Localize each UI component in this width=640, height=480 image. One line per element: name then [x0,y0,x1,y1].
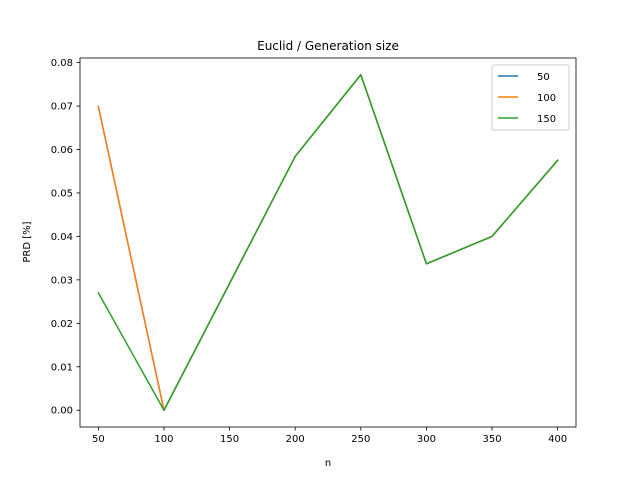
y-axis-label: PRD [%] [22,221,33,262]
legend-entries: 50 100 150 [498,72,556,125]
legend: 50 100 150 [491,64,570,131]
plot-frame [79,57,577,428]
x-tick-label: 350 [482,434,501,445]
x-tick-label: 100 [154,434,173,445]
legend-label-100: 100 [537,93,556,104]
x-tick-label: 150 [220,434,239,445]
legend-box [491,64,570,131]
y-tick-label: 0.02 [51,319,73,330]
x-axis-ticks: 50 100 150 200 250 300 350 400 [92,427,567,445]
y-tick-label: 0.03 [51,275,73,286]
y-tick-label: 0.05 [51,188,73,199]
y-tick-label: 0.06 [51,145,73,156]
x-tick-label: 250 [351,434,370,445]
y-tick-label: 0.08 [51,58,73,69]
x-axis-label: n [325,458,331,469]
y-tick-label: 0.01 [51,362,73,373]
legend-label-150: 150 [537,114,556,125]
series-line-150 [97,74,559,411]
x-tick-label: 400 [548,434,567,445]
y-tick-label: 0.00 [51,406,73,417]
x-tick-label: 50 [92,434,105,445]
y-axis-ticks: 0.00 0.01 0.02 0.03 0.04 0.05 0.06 0.07 0.08 [51,58,80,417]
x-tick-label: 200 [286,434,305,445]
y-tick-label: 0.04 [51,232,73,243]
legend-label-50: 50 [537,72,550,83]
y-tick-label: 0.07 [51,102,73,113]
chart-title: Euclid / Generation size [257,39,399,53]
x-tick-label: 300 [417,434,436,445]
series-layer [97,74,559,411]
